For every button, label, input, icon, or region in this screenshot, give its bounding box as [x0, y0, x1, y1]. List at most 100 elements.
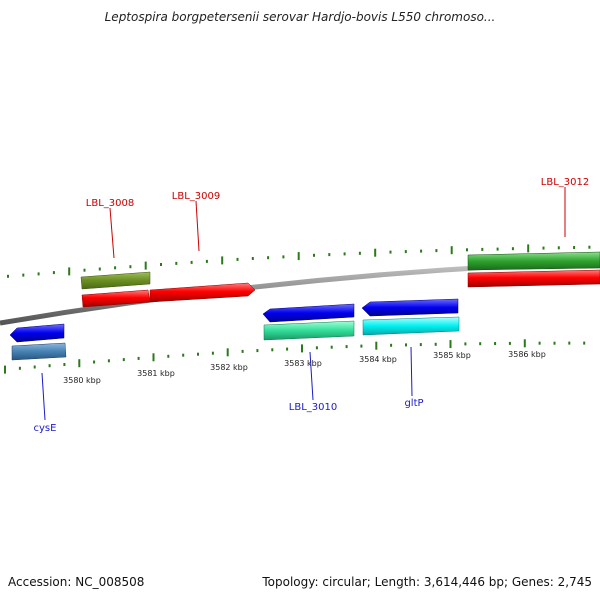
gene-lbl-3012-cds[interactable]	[467, 251, 600, 271]
gene-gltp[interactable]	[361, 298, 459, 317]
lower-minor-tick	[137, 356, 140, 360]
gene-lbl-3008-cds[interactable]	[80, 271, 151, 290]
upper-minor-tick	[389, 250, 392, 254]
upper-minor-tick	[328, 253, 331, 257]
upper-minor-tick	[175, 261, 178, 265]
label-lbl-3012: LBL_3012	[541, 177, 589, 188]
upper-minor-tick	[160, 263, 162, 266]
gene-lbl-3008[interactable]	[81, 289, 151, 308]
lower-minor-tick	[315, 346, 318, 350]
tick-label-3585: 3585 kbp	[433, 351, 471, 360]
upper-minor-tick	[435, 249, 438, 253]
lower-minor-tick	[93, 360, 96, 364]
upper-major-tick	[297, 252, 300, 261]
lower-minor-tick	[256, 349, 259, 353]
upper-major-tick	[68, 267, 71, 276]
gene-lbl-3010[interactable]	[262, 303, 355, 323]
upper-minor-tick	[343, 252, 346, 256]
lower-minor-tick	[583, 341, 586, 345]
upper-minor-tick	[358, 251, 361, 255]
tick-label-3583: 3583 kbp	[284, 359, 322, 368]
upper-major-tick	[221, 256, 224, 265]
chromosome-title: Leptospira borgpetersenii serovar Hardjo…	[104, 10, 496, 24]
lower-minor-tick	[48, 364, 51, 368]
lower-major-tick	[78, 359, 81, 368]
accession-label: Accession: NC_008508	[8, 575, 145, 589]
upper-major-tick	[144, 261, 147, 270]
upper-minor-tick	[236, 257, 239, 261]
upper-minor-tick	[466, 248, 468, 252]
lower-major-tick	[301, 344, 303, 353]
tick-label-3581: 3581 kbp	[137, 369, 175, 378]
lower-major-tick	[152, 353, 155, 362]
gene-lbl-3009[interactable]	[149, 282, 256, 303]
lower-major-tick	[449, 340, 452, 349]
upper-minor-tick	[267, 256, 270, 260]
lower-major-tick	[523, 339, 526, 348]
upper-minor-tick	[7, 274, 9, 278]
lower-minor-tick	[568, 341, 571, 345]
lower-minor-tick	[197, 352, 199, 356]
upper-minor-tick	[52, 271, 55, 275]
lower-minor-tick	[390, 343, 393, 347]
lower-minor-tick	[405, 343, 407, 347]
upper-minor-tick	[114, 266, 117, 270]
upper-tick-row	[7, 244, 591, 278]
tick-label-3586: 3586 kbp	[508, 350, 546, 359]
leader-lbl-3009	[195, 200, 200, 252]
upper-minor-tick	[37, 272, 40, 276]
leader-lbl-3008	[109, 207, 115, 259]
lower-major-tick	[375, 341, 378, 350]
gene-lbl-3012[interactable]	[467, 269, 600, 288]
lower-minor-tick	[63, 363, 66, 366]
lower-minor-tick	[33, 365, 36, 369]
upper-minor-tick	[282, 255, 285, 259]
gene-lbl-3010-cds[interactable]	[263, 320, 355, 341]
topology-label: Topology: circular; Length: 3,614,446 bp…	[262, 575, 592, 589]
upper-minor-tick	[481, 247, 484, 251]
upper-minor-tick	[190, 260, 193, 264]
leader-gltp	[410, 346, 413, 397]
tick-label-3582: 3582 kbp	[210, 363, 248, 372]
lower-minor-tick	[122, 358, 125, 362]
lower-minor-tick	[330, 345, 333, 349]
label-lbl-3010: LBL_3010	[289, 402, 337, 413]
lower-minor-tick	[508, 341, 511, 345]
lower-minor-tick	[345, 345, 348, 349]
lower-minor-tick	[167, 354, 170, 358]
upper-minor-tick	[420, 249, 423, 253]
upper-minor-tick	[496, 247, 499, 251]
label-cyse: cysE	[34, 423, 57, 434]
upper-minor-tick	[511, 247, 514, 251]
upper-major-tick	[374, 248, 377, 257]
gene-cyse-cds[interactable]	[11, 342, 67, 361]
upper-minor-tick	[129, 265, 132, 269]
upper-minor-tick	[573, 246, 576, 249]
lower-tick-row	[4, 339, 586, 374]
lower-minor-tick	[286, 347, 289, 351]
gene-cyse[interactable]	[9, 323, 65, 343]
upper-minor-tick	[588, 245, 591, 249]
lower-minor-tick	[211, 351, 214, 355]
upper-minor-tick	[22, 273, 25, 277]
lower-minor-tick	[479, 342, 482, 346]
upper-minor-tick	[542, 246, 545, 250]
lower-minor-tick	[271, 348, 274, 352]
lower-minor-tick	[553, 341, 556, 345]
label-gltp: gltP	[404, 398, 423, 409]
upper-major-tick	[527, 244, 530, 253]
tick-label-3580: 3580 kbp	[63, 376, 101, 385]
upper-minor-tick	[404, 250, 407, 254]
leader-lbl-3010	[309, 351, 314, 401]
upper-minor-tick	[251, 257, 254, 260]
lower-minor-tick	[434, 342, 437, 346]
tick-label-3584: 3584 kbp	[359, 355, 397, 364]
lower-minor-tick	[538, 341, 541, 345]
upper-minor-tick	[98, 267, 101, 271]
lower-minor-tick	[107, 359, 110, 363]
lower-minor-tick	[494, 342, 497, 345]
gene-gltp-cds[interactable]	[362, 316, 460, 336]
upper-minor-tick	[83, 268, 86, 272]
lower-minor-tick	[464, 342, 467, 346]
